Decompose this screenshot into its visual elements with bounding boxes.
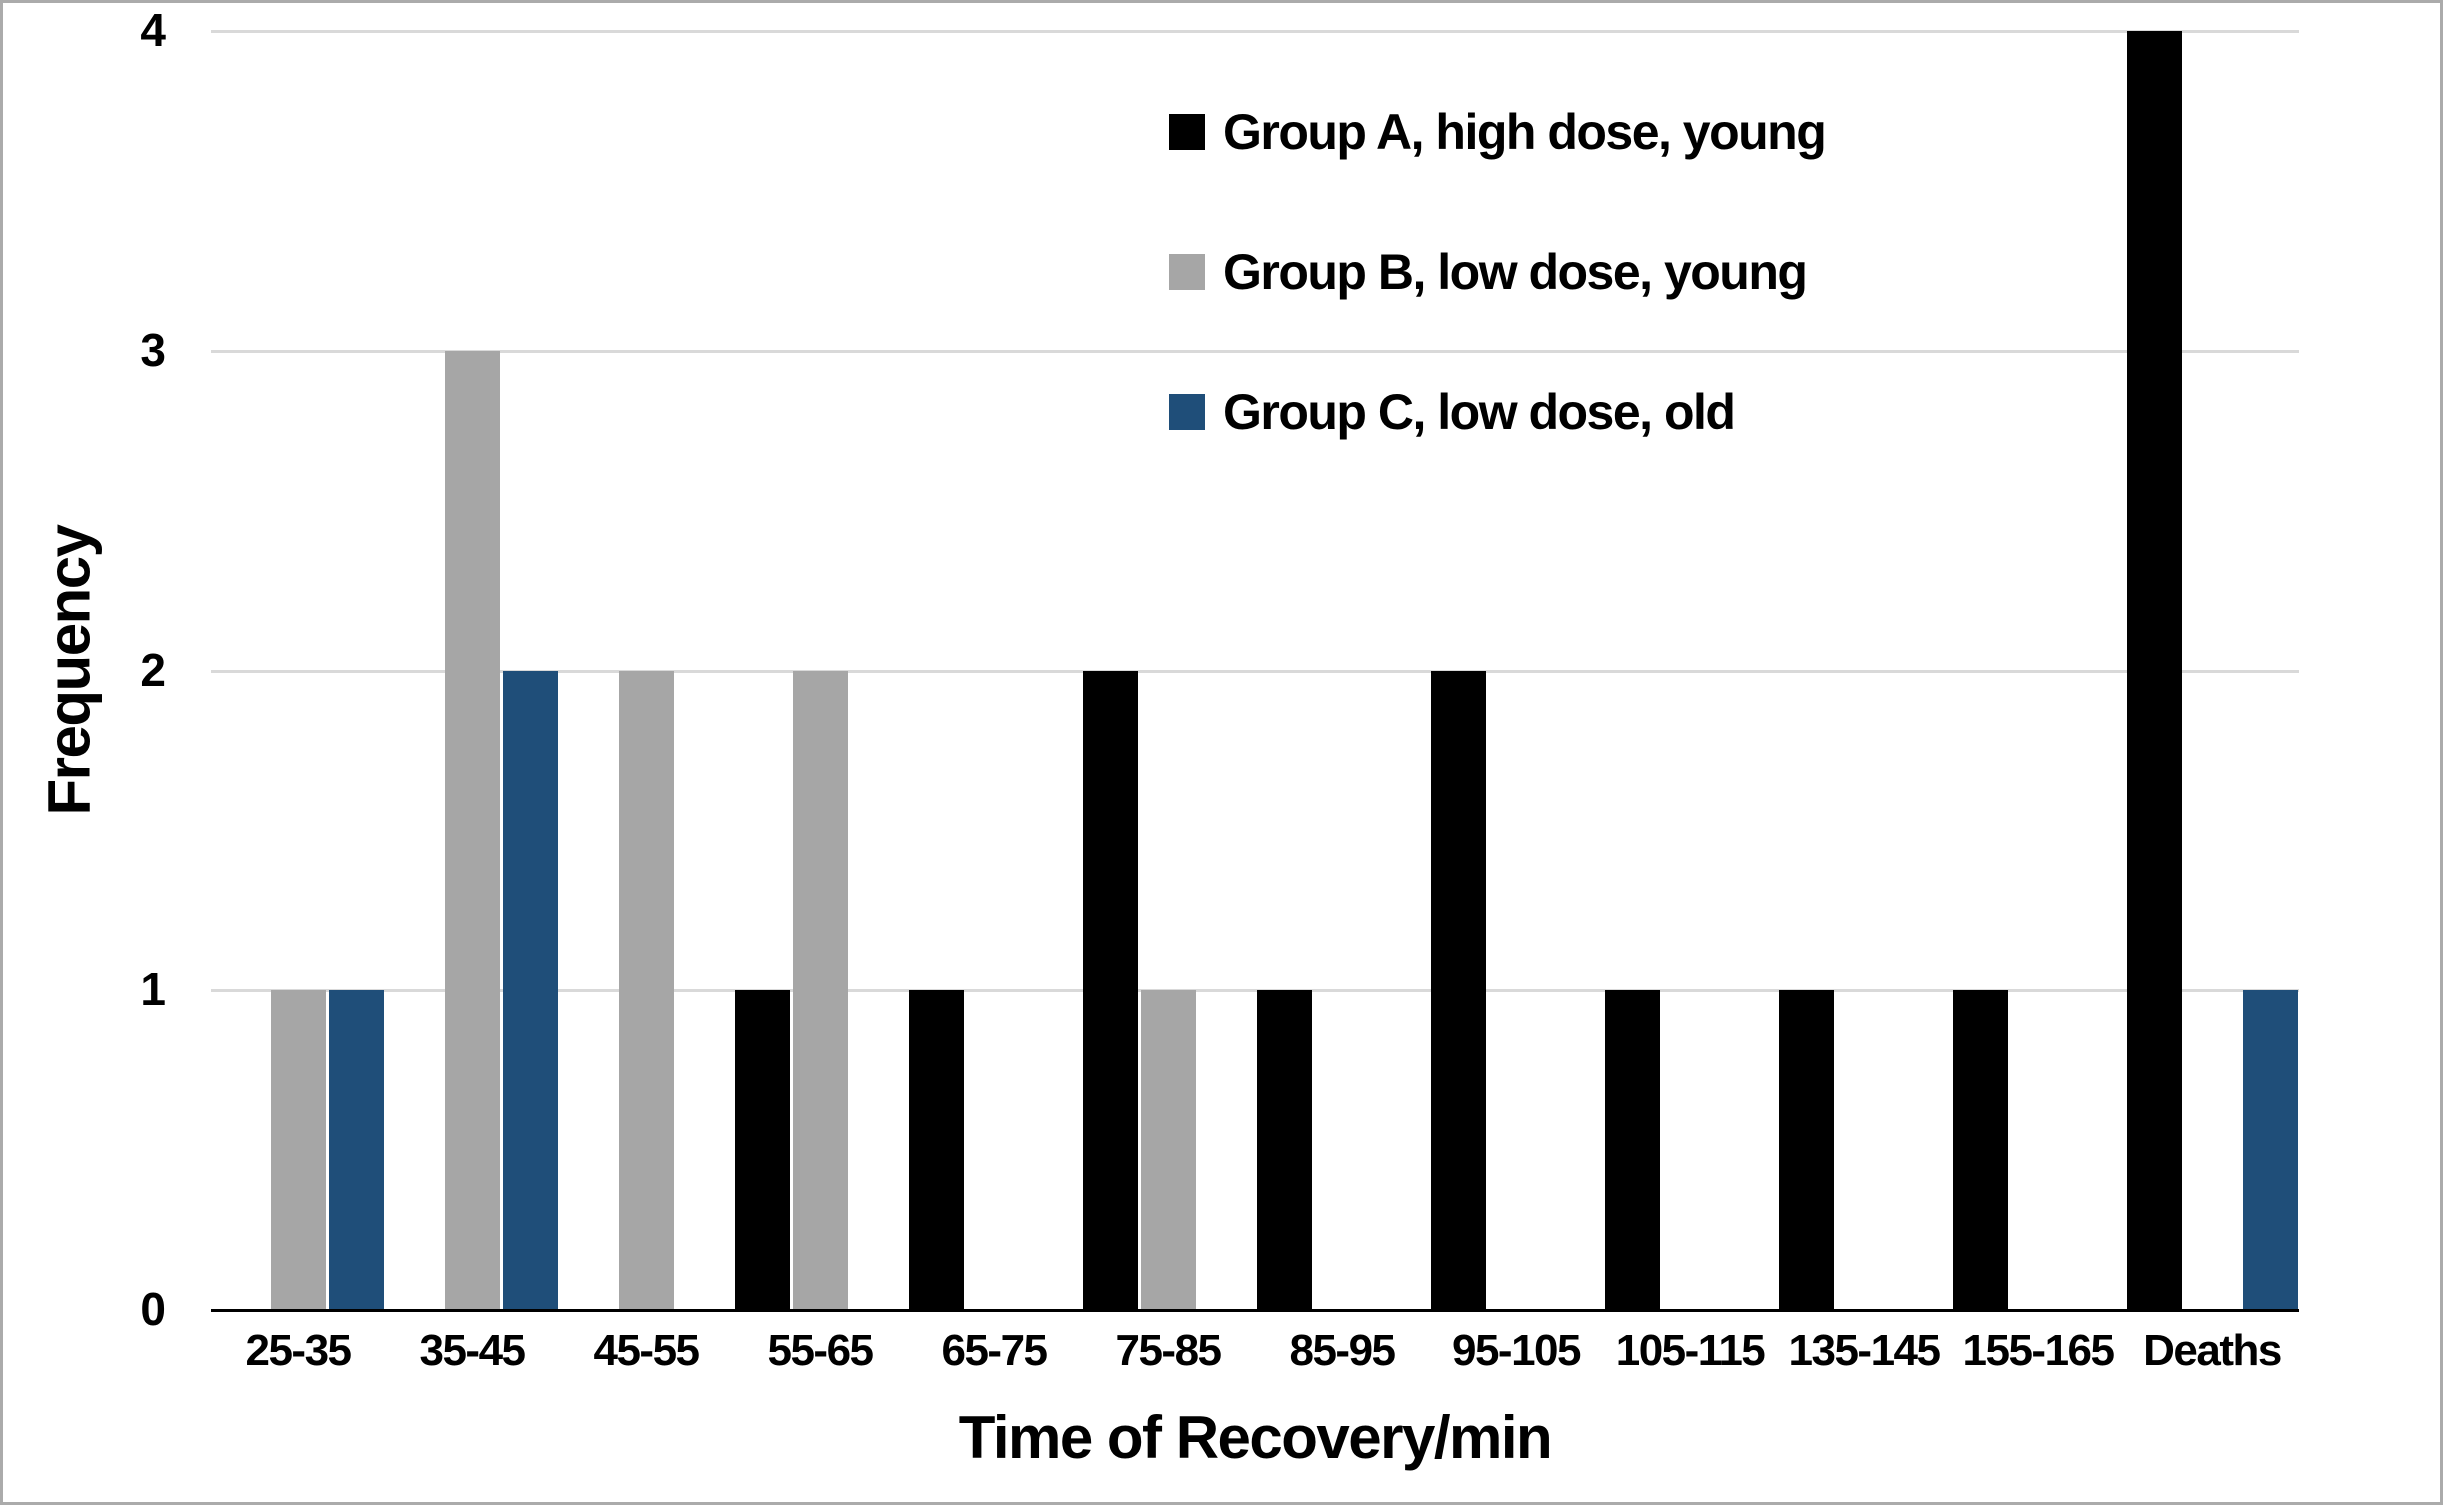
slot-group-a-75-85 [1081,31,1139,1310]
bar-group-a-155-165 [1952,990,2008,1310]
x-tick-label-105-115: 105-115 [1615,1326,1766,1375]
x-tick-label-55-65: 55-65 [767,1326,874,1375]
bar-group-a-55-65 [734,990,790,1310]
x-tick-label-35-45: 35-45 [419,1326,526,1375]
legend-swatch-group-b [1169,254,1205,290]
slot-group-c-135-145 [1893,31,1951,1310]
bar-group-a-65-75 [908,990,964,1310]
slot-group-a-65-75 [907,31,965,1310]
legend-label-group-c: Group C, low dose, old [1223,384,1736,440]
slot-group-c-25-35 [327,31,385,1310]
legend-label-group-b: Group B, low dose, young [1223,244,1808,300]
bar-group-c-deaths [2242,990,2298,1310]
slot-group-a-45-55 [559,31,617,1310]
legend-swatch-group-a [1169,114,1205,150]
category-group-55-65 [733,31,907,1310]
slot-group-c-deaths [2241,31,2299,1310]
slot-group-c-55-65 [849,31,907,1310]
slot-group-c-35-45 [501,31,559,1310]
x-tick-label-75-85: 75-85 [1115,1326,1222,1375]
slot-group-b-25-35 [269,31,327,1310]
legend-label-group-a: Group A, high dose, young [1223,104,1827,160]
slot-group-b-35-45 [443,31,501,1310]
bar-group-c-25-35 [328,990,384,1310]
category-group-75-85 [1081,31,1255,1310]
bar-group-b-35-45 [444,350,500,1310]
y-tick-label-2: 2 [140,643,166,696]
gridline-y-4 [211,30,2299,33]
slot-group-a-155-165 [1951,31,2009,1310]
slot-group-a-deaths [2125,31,2183,1310]
x-axis-title: Time of Recovery/min [958,1404,1553,1471]
y-tick-label-1: 1 [140,963,166,1016]
gridline-y-2 [211,669,2299,673]
y-tick-label-4: 4 [140,4,166,57]
x-axis-tick-labels: 25-35 35-45 45-55 55-65 65-75 75-85 85-95 95-10… [211,1329,2299,1373]
legend-item-group-a: Group A, high dose, young [1169,103,1827,161]
x-tick-label-65-75: 65-75 [941,1326,1048,1375]
slot-group-c-155-165 [2067,31,2125,1310]
bar-group-b-25-35 [270,990,326,1310]
category-group-135-145 [1777,31,1951,1310]
slot-group-b-75-85 [1139,31,1197,1310]
slot-group-a-55-65 [733,31,791,1310]
slot-group-b-135-145 [1835,31,1893,1310]
bar-group-b-75-85 [1140,990,1196,1310]
y-tick-label-0: 0 [140,1283,166,1336]
slot-group-a-95-105 [1429,31,1487,1310]
slot-group-b-155-165 [2009,31,2067,1310]
slot-group-a-35-45 [385,31,443,1310]
category-group-155-165 [1951,31,2125,1310]
legend-item-group-b: Group B, low dose, young [1169,243,1825,301]
slot-group-b-45-55 [617,31,675,1310]
slot-group-b-65-75 [965,31,1023,1310]
category-group-95-105 [1429,31,1603,1310]
y-tick-label-3: 3 [140,323,166,376]
x-axis-line [211,1309,2299,1312]
slot-group-c-65-75 [1023,31,1081,1310]
slot-group-a-25-35 [211,31,269,1310]
bar-group-c-35-45 [502,670,558,1310]
x-tick-label-deaths: Deaths [2143,1326,2282,1375]
x-tick-label-95-105: 95-105 [1451,1326,1582,1375]
gridline-y-3 [211,349,2299,353]
bar-group-a-135-145 [1778,990,1834,1310]
category-group-35-45 [385,31,559,1310]
bar-group-b-45-55 [618,670,674,1310]
slot-group-b-55-65 [791,31,849,1310]
bar-group-b-55-65 [792,670,848,1310]
bars-layer [211,31,2299,1310]
slot-group-c-45-55 [675,31,733,1310]
category-group-45-55 [559,31,733,1310]
plot-area [211,30,2299,1312]
category-group-105-115 [1603,31,1777,1310]
bar-group-a-75-85 [1082,670,1138,1310]
bar-group-a-deaths [2126,31,2182,1310]
legend-swatch-group-c [1169,394,1205,430]
y-axis-tick-labels: 0 1 2 3 4 [3,3,173,1502]
slot-group-a-105-115 [1603,31,1661,1310]
x-tick-label-25-35: 25-35 [245,1326,352,1375]
slot-group-a-135-145 [1777,31,1835,1310]
slot-group-b-deaths [2183,31,2241,1310]
category-group-85-95 [1255,31,1429,1310]
category-group-deaths [2125,31,2299,1310]
category-group-25-35 [211,31,385,1310]
bar-group-a-95-105 [1430,670,1486,1310]
legend: Group A, high dose, young Group B, low do… [1169,103,1827,523]
legend-item-group-c: Group C, low dose, old [1169,383,1825,441]
x-tick-label-135-145: 135-145 [1788,1326,1941,1375]
x-tick-label-45-55: 45-55 [593,1326,700,1375]
bar-group-a-85-95 [1256,990,1312,1310]
category-group-65-75 [907,31,1081,1310]
gridline-y-1 [211,989,2299,993]
slot-group-a-85-95 [1255,31,1313,1310]
bar-group-a-105-115 [1604,990,1660,1310]
x-tick-label-155-165: 155-165 [1962,1326,2115,1375]
x-tick-label-85-95: 85-95 [1289,1326,1396,1375]
